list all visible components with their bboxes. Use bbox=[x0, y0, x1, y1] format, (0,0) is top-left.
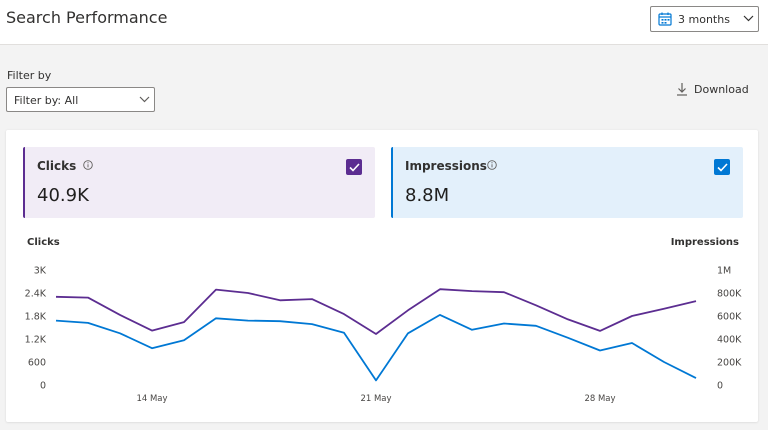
impressions-value: 8.8M bbox=[405, 185, 450, 206]
clicks-label: Clicks bbox=[37, 159, 77, 173]
chevron-down-icon bbox=[139, 96, 150, 103]
download-label: Download bbox=[694, 82, 749, 96]
page-title: Search Performance bbox=[6, 8, 168, 27]
impressions-label: Impressions bbox=[405, 159, 487, 173]
impressions-checkbox[interactable] bbox=[714, 159, 730, 175]
impressions-series-line bbox=[55, 313, 697, 382]
right-axis-tick-label: 1M bbox=[717, 266, 731, 277]
info-icon[interactable] bbox=[487, 160, 497, 170]
clicks-checkbox[interactable] bbox=[346, 159, 362, 175]
filter-dropdown[interactable]: Filter by: All bbox=[6, 87, 155, 112]
x-axis-tick-label: 14 May bbox=[136, 394, 167, 404]
left-axis-tick-label: 1.2K bbox=[25, 335, 47, 346]
performance-line-chart: 0 600 1.2K 1.8K 2.4K 3K 0 200K 400K 600K 800K 1M 14 … bbox=[25, 266, 742, 405]
right-axis-tick-label: 600K bbox=[717, 312, 742, 323]
performance-card: Clicks 40.9K Impressions 8.8M Clicks Imp… bbox=[6, 130, 758, 422]
left-axis-tick-label: 1.8K bbox=[25, 312, 47, 323]
page-header: Search Performance 3 months bbox=[0, 0, 768, 45]
clicks-value: 40.9K bbox=[37, 185, 89, 206]
filter-value: Filter by: All bbox=[14, 94, 79, 107]
clicks-series-line bbox=[55, 288, 697, 335]
impressions-metric-tile[interactable]: Impressions 8.8M bbox=[391, 147, 743, 218]
date-range-value: 3 months bbox=[678, 13, 730, 26]
calendar-icon bbox=[658, 12, 672, 26]
left-axis-tick-label: 2.4K bbox=[25, 289, 47, 300]
left-axis-tick-label: 3K bbox=[34, 266, 47, 277]
checkmark-icon bbox=[348, 162, 360, 172]
left-axis-title: Clicks bbox=[27, 237, 60, 248]
checkmark-icon bbox=[716, 162, 728, 172]
info-icon[interactable] bbox=[83, 160, 93, 170]
right-axis-tick-label: 800K bbox=[717, 289, 742, 300]
clicks-metric-tile[interactable]: Clicks 40.9K bbox=[23, 147, 375, 218]
right-axis-title: Impressions bbox=[670, 237, 739, 248]
left-axis-tick-label: 0 bbox=[40, 381, 46, 392]
date-range-dropdown[interactable]: 3 months bbox=[650, 6, 759, 32]
download-icon bbox=[677, 83, 687, 96]
x-axis-tick-label: 28 May bbox=[584, 394, 615, 404]
x-axis-tick-label: 21 May bbox=[360, 394, 391, 404]
download-button[interactable]: Download bbox=[676, 80, 749, 98]
left-axis-tick-label: 600 bbox=[28, 358, 46, 369]
filter-label: Filter by bbox=[7, 69, 52, 82]
right-axis-tick-label: 400K bbox=[717, 335, 742, 346]
chevron-down-icon bbox=[743, 15, 754, 22]
right-axis-tick-label: 200K bbox=[717, 358, 742, 369]
right-axis-tick-label: 0 bbox=[717, 381, 723, 392]
